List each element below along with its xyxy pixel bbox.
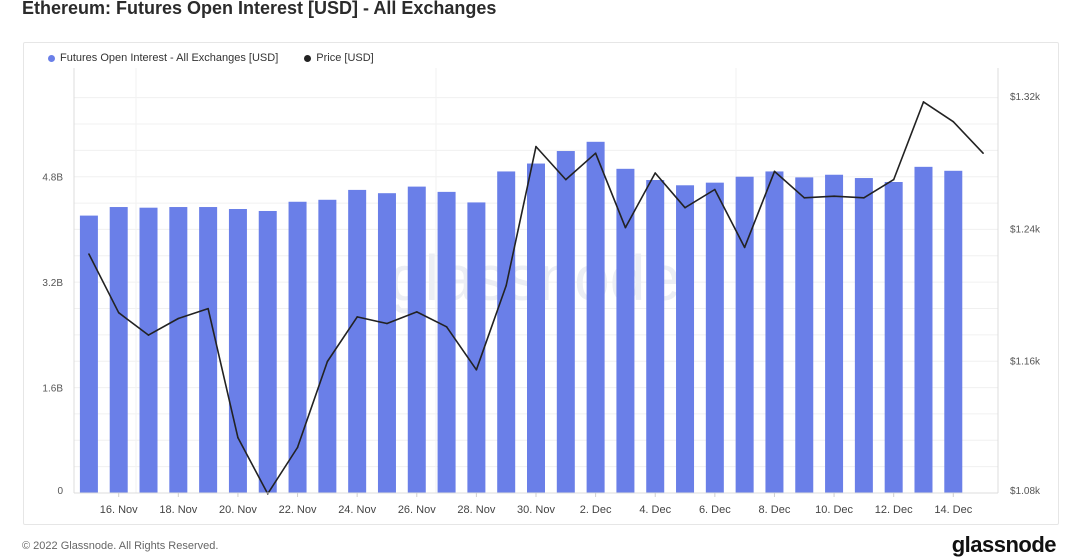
price-point bbox=[863, 197, 865, 199]
x-tick-label: 28. Nov bbox=[457, 504, 495, 516]
bar bbox=[944, 170, 963, 493]
price-point bbox=[177, 317, 180, 320]
x-tick-label: 20. Nov bbox=[219, 504, 257, 516]
x-tick-label: 14. Dec bbox=[934, 504, 972, 516]
legend-label-price: Price [USD] bbox=[316, 52, 374, 64]
price-point bbox=[594, 152, 597, 154]
x-tick-label: 2. Dec bbox=[580, 504, 612, 516]
x-tick-label: 26. Nov bbox=[398, 504, 436, 516]
price-point bbox=[237, 436, 239, 439]
bar bbox=[318, 199, 337, 493]
price-point bbox=[773, 170, 776, 173]
price-point bbox=[207, 307, 209, 310]
price-point bbox=[475, 368, 478, 371]
price-point bbox=[535, 145, 537, 148]
price-line-series bbox=[88, 101, 984, 495]
x-tick-label: 18. Nov bbox=[159, 504, 197, 516]
legend-swatch-price bbox=[304, 54, 312, 62]
bar bbox=[884, 181, 903, 493]
bar bbox=[407, 186, 426, 493]
left-tick-label: 0 bbox=[57, 486, 63, 497]
copyright-text: © 2022 Glassnode. All Rights Reserved. bbox=[22, 540, 219, 552]
price-point bbox=[386, 322, 388, 325]
price-point bbox=[117, 311, 120, 314]
bar bbox=[795, 177, 814, 493]
price-point bbox=[565, 178, 567, 181]
bar bbox=[646, 180, 665, 493]
bar bbox=[169, 207, 188, 493]
x-tick-label: 10. Dec bbox=[815, 504, 853, 516]
bar bbox=[109, 207, 128, 493]
left-tick-label: 4.8B bbox=[42, 173, 63, 184]
price-point bbox=[326, 360, 329, 363]
axes: 0 1.6B 3.2B 4.8B $1.08k $1.16k $1.24k $1.32k 16.… bbox=[42, 68, 1041, 516]
bar bbox=[765, 171, 784, 493]
price-point bbox=[88, 253, 90, 255]
brand-logo: glassnode bbox=[951, 532, 1057, 557]
bar bbox=[199, 207, 218, 493]
bar bbox=[854, 178, 873, 493]
bar bbox=[914, 166, 933, 493]
price-point bbox=[743, 246, 746, 249]
legend-item-price[interactable]: Price [USD] bbox=[304, 52, 374, 64]
bar bbox=[377, 193, 396, 494]
bar bbox=[288, 201, 307, 493]
chart-title: Ethereum: Futures Open Interest [USD] - … bbox=[22, 0, 497, 18]
price-point bbox=[833, 195, 835, 197]
price-point bbox=[356, 316, 358, 318]
x-tick-label: 22. Nov bbox=[279, 504, 317, 516]
bar bbox=[616, 168, 635, 493]
bar bbox=[527, 163, 545, 493]
legend-swatch-open-interest bbox=[48, 54, 55, 62]
price-point bbox=[922, 101, 925, 103]
price-point bbox=[147, 334, 150, 336]
left-tick-label: 1.6B bbox=[42, 384, 63, 395]
bar bbox=[348, 189, 367, 493]
x-tick-label: 24. Nov bbox=[338, 504, 376, 516]
bar bbox=[825, 174, 844, 493]
bar bbox=[139, 207, 158, 493]
x-tick-label: 4. Dec bbox=[639, 504, 671, 516]
price-point bbox=[982, 152, 984, 154]
x-tick-label: 16. Nov bbox=[100, 504, 138, 516]
right-tick-label: $1.24k bbox=[1010, 224, 1041, 235]
bar bbox=[586, 141, 605, 493]
bar bbox=[705, 182, 724, 493]
price-point bbox=[803, 197, 806, 199]
right-tick-label: $1.16k bbox=[1010, 357, 1041, 368]
price-point bbox=[415, 311, 418, 313]
price-point bbox=[684, 206, 686, 209]
legend-label-open-interest: Futures Open Interest - All Exchanges [U… bbox=[60, 52, 279, 64]
x-tick-label: 6. Dec bbox=[699, 504, 731, 516]
bar bbox=[258, 210, 277, 493]
legend-item-open-interest[interactable]: Futures Open Interest - All Exchanges [U… bbox=[48, 52, 278, 64]
left-tick-label: 3.2B bbox=[42, 278, 63, 289]
price-point bbox=[892, 178, 895, 181]
price-point bbox=[445, 326, 448, 328]
right-tick-label: $1.32k bbox=[1010, 92, 1041, 103]
bar bbox=[79, 215, 98, 493]
bar bbox=[556, 151, 575, 493]
x-tick-label: 12. Dec bbox=[875, 504, 913, 516]
price-point bbox=[624, 226, 627, 229]
bar bbox=[497, 171, 516, 493]
bar bbox=[676, 185, 695, 494]
x-tick-label: 30. Nov bbox=[517, 504, 555, 516]
right-tick-label: $1.08k bbox=[1010, 486, 1041, 497]
price-point bbox=[505, 284, 507, 287]
chart-legend: Futures Open Interest - All Exchanges [U… bbox=[48, 52, 374, 64]
price-point bbox=[714, 188, 716, 191]
bar bbox=[228, 209, 247, 493]
bar bbox=[467, 202, 486, 493]
bar-series bbox=[79, 141, 963, 494]
price-point bbox=[654, 172, 657, 174]
price-point bbox=[296, 446, 299, 449]
x-tick-label: 8. Dec bbox=[759, 504, 791, 516]
bar bbox=[735, 176, 754, 493]
price-point bbox=[952, 120, 955, 123]
bar bbox=[437, 191, 456, 493]
